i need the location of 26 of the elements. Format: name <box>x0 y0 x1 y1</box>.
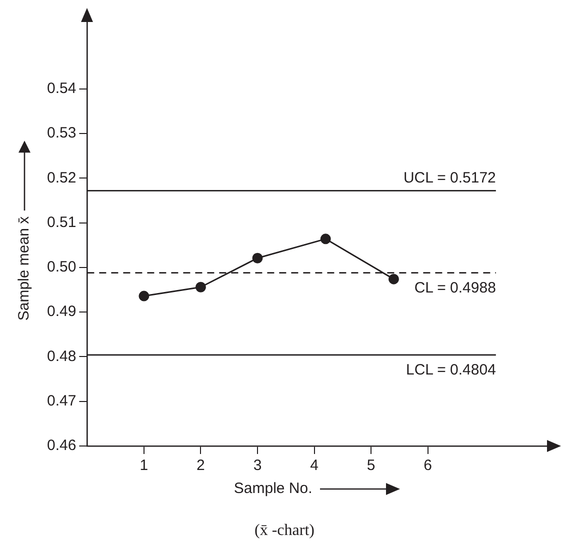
point <box>252 252 263 264</box>
y-tick-label: 0.54 <box>46 80 76 98</box>
y-tick-label: 0.50 <box>46 258 76 276</box>
x-tick-label: 4 <box>310 457 318 474</box>
ref-line-label: UCL = 0.5172 <box>403 169 496 186</box>
x-tick-label: 1 <box>140 457 148 474</box>
y-tick-label: 0.53 <box>46 124 76 142</box>
y-tick-label: 0.47 <box>46 392 76 410</box>
point <box>138 290 150 302</box>
y-tick-label: 0.51 <box>46 214 76 231</box>
ref-line-label: LCL = 0.4804 <box>406 362 496 379</box>
y-tick-label: 0.52 <box>46 169 76 186</box>
ref-line-label: CL = 0.4988 <box>414 279 496 296</box>
x-axis-title: Sample No. <box>234 480 312 497</box>
y-tick-label: 0.49 <box>46 303 76 320</box>
y-tick-label: 0.46 <box>46 437 76 454</box>
y-axis-title: Sample mean x̄ <box>16 216 32 321</box>
x-tick-label: 2 <box>196 457 205 474</box>
point <box>320 234 331 244</box>
text: (x̄ -chart) <box>254 522 316 540</box>
point <box>388 274 399 284</box>
x-tick-label: 6 <box>424 457 432 474</box>
y-tick-label: 0.48 <box>46 348 76 365</box>
x-tick-label: 5 <box>366 457 376 474</box>
point <box>195 282 206 292</box>
x-tick-label: 3 <box>253 457 262 474</box>
